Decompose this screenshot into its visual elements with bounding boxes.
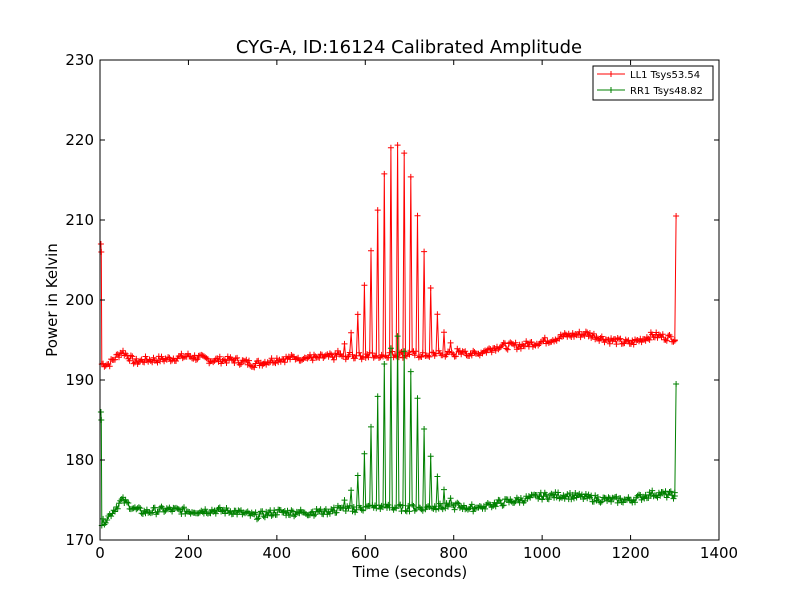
y-axis: 170 180 190 200 210 220 230 — [65, 51, 719, 549]
y-tick-label: 190 — [65, 371, 94, 389]
y-tick-label: 200 — [65, 291, 94, 309]
legend-label: LL1 Tsys53.54 — [630, 70, 700, 81]
chart-title: CYG-A, ID:16124 Calibrated Amplitude — [236, 37, 582, 58]
x-axis: 0 200 400 600 800 1000 1200 1400 — [95, 60, 738, 562]
x-tick-label: 600 — [351, 544, 380, 562]
y-axis-label: Power in Kelvin — [43, 243, 61, 357]
y-tick-label: 170 — [65, 531, 94, 549]
x-tick-label: 1400 — [700, 544, 738, 562]
series-markers — [97, 142, 680, 371]
x-tick-label: 400 — [263, 544, 292, 562]
legend: LL1 Tsys53.54 RR1 Tsys48.82 — [592, 65, 714, 101]
series-2 — [97, 333, 680, 529]
y-tick-label: 220 — [65, 131, 94, 149]
series-markers — [97, 333, 680, 529]
plot-area — [97, 142, 680, 529]
x-tick-label: 0 — [95, 544, 105, 562]
x-tick-label: 1200 — [611, 544, 649, 562]
y-tick-label: 230 — [65, 51, 94, 69]
legend-box — [592, 65, 714, 101]
x-tick-label: 200 — [174, 544, 203, 562]
x-tick-label: 800 — [439, 544, 468, 562]
legend-marker — [608, 87, 614, 93]
legend-label: RR1 Tsys48.82 — [630, 86, 703, 97]
legend-marker — [608, 71, 614, 77]
y-tick-label: 180 — [65, 451, 94, 469]
series-1 — [97, 142, 680, 371]
y-tick-label: 210 — [65, 211, 94, 229]
x-axis-label: Time (seconds) — [352, 563, 468, 581]
x-tick-label: 1000 — [523, 544, 561, 562]
